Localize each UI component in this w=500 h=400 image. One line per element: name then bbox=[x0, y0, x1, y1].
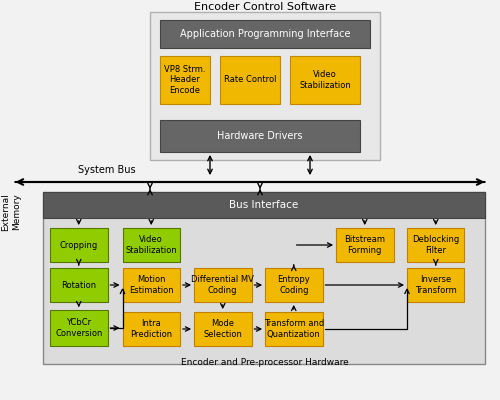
FancyBboxPatch shape bbox=[122, 268, 180, 302]
Text: Bitstream
Forming: Bitstream Forming bbox=[344, 235, 385, 255]
Text: YCbCr
Conversion: YCbCr Conversion bbox=[55, 318, 102, 338]
Text: Video
Stabilization: Video Stabilization bbox=[299, 70, 351, 90]
Text: Video
Stabilization: Video Stabilization bbox=[126, 235, 177, 255]
FancyBboxPatch shape bbox=[160, 20, 370, 48]
Text: Deblocking
Filter: Deblocking Filter bbox=[412, 235, 460, 255]
FancyBboxPatch shape bbox=[50, 268, 108, 302]
Text: External
Memory: External Memory bbox=[2, 193, 20, 231]
FancyBboxPatch shape bbox=[160, 120, 360, 152]
Text: Bus Interface: Bus Interface bbox=[229, 200, 298, 210]
Text: Intra
Prediction: Intra Prediction bbox=[130, 319, 172, 339]
FancyBboxPatch shape bbox=[122, 228, 180, 262]
FancyBboxPatch shape bbox=[50, 228, 108, 262]
FancyBboxPatch shape bbox=[265, 268, 322, 302]
Text: Rotation: Rotation bbox=[61, 280, 96, 290]
FancyBboxPatch shape bbox=[160, 56, 210, 104]
FancyBboxPatch shape bbox=[150, 12, 380, 160]
FancyBboxPatch shape bbox=[50, 310, 108, 346]
Text: Mode
Selection: Mode Selection bbox=[204, 319, 242, 339]
Text: Encoder Control Software: Encoder Control Software bbox=[194, 2, 336, 12]
Text: Hardware Drivers: Hardware Drivers bbox=[217, 131, 303, 141]
Text: Entropy
Coding: Entropy Coding bbox=[278, 275, 310, 295]
FancyBboxPatch shape bbox=[407, 228, 465, 262]
Text: VP8 Strm.
Header
Encode: VP8 Strm. Header Encode bbox=[164, 65, 206, 95]
Text: Cropping: Cropping bbox=[60, 240, 98, 250]
Text: Inverse
Transform: Inverse Transform bbox=[415, 275, 457, 295]
Text: Rate Control: Rate Control bbox=[224, 76, 276, 84]
FancyBboxPatch shape bbox=[265, 312, 322, 346]
Text: System Bus: System Bus bbox=[78, 165, 135, 175]
FancyBboxPatch shape bbox=[42, 192, 485, 364]
FancyBboxPatch shape bbox=[407, 268, 465, 302]
FancyBboxPatch shape bbox=[220, 56, 280, 104]
FancyBboxPatch shape bbox=[194, 268, 252, 302]
FancyBboxPatch shape bbox=[194, 312, 252, 346]
Text: Differential MV
Coding: Differential MV Coding bbox=[192, 275, 254, 295]
Text: Encoder and Pre-processor Hardware: Encoder and Pre-processor Hardware bbox=[181, 358, 349, 367]
Text: Motion
Estimation: Motion Estimation bbox=[129, 275, 174, 295]
FancyBboxPatch shape bbox=[42, 192, 485, 218]
FancyBboxPatch shape bbox=[336, 228, 394, 262]
Text: Transform and
Quantization: Transform and Quantization bbox=[264, 319, 324, 339]
FancyBboxPatch shape bbox=[122, 312, 180, 346]
Text: Application Programming Interface: Application Programming Interface bbox=[180, 29, 350, 39]
FancyBboxPatch shape bbox=[290, 56, 360, 104]
